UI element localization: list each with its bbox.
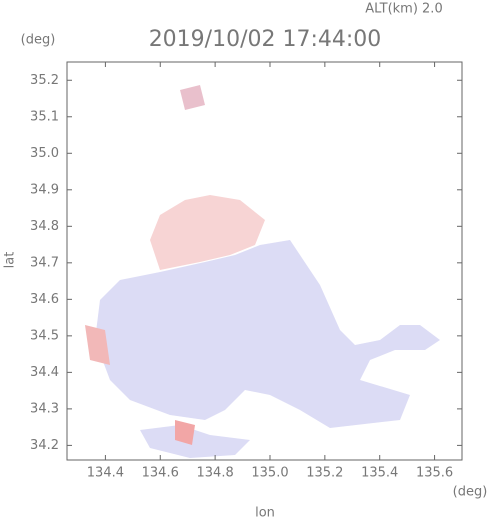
y-tick-label: 34.7 [30, 255, 59, 270]
y-tick-label: 35.0 [30, 146, 59, 161]
y-tick-label: 34.3 [30, 401, 59, 416]
x-tick-label: 134.6 [142, 466, 179, 481]
y-tick-label: 35.2 [30, 73, 59, 88]
altitude-label: ALT(km) 2.0 [365, 2, 442, 17]
negative-region [140, 425, 250, 458]
x-tick-label: 135.2 [306, 466, 343, 481]
positive-region [150, 195, 265, 270]
y-axis-label: lat [3, 252, 18, 269]
y-tick-label: 34.4 [30, 365, 59, 380]
x-axis-label: lon [255, 506, 275, 521]
y-tick-label: 34.2 [30, 438, 59, 453]
velocity-field [85, 85, 440, 458]
y-tick-label: 34.6 [30, 292, 59, 307]
y-unit: (deg) [21, 33, 56, 48]
x-unit: (deg) [453, 485, 488, 500]
negative-region [95, 240, 440, 428]
positive-patch [175, 420, 195, 445]
chart-title: 2019/10/02 17:44:00 [149, 27, 382, 52]
plot-frame [66, 61, 463, 461]
y-tick-label: 35.1 [30, 109, 59, 124]
x-tick-label: 135.4 [361, 466, 398, 481]
patch [180, 85, 205, 110]
x-tick-label: 135.0 [251, 466, 288, 481]
x-tick-label: 135.6 [416, 466, 453, 481]
y-tick-label: 34.8 [30, 219, 59, 234]
x-tick-label: 134.8 [197, 466, 234, 481]
positive-patch [85, 325, 110, 365]
x-tick-label: 134.4 [87, 466, 124, 481]
y-tick-label: 34.9 [30, 182, 59, 197]
y-tick-label: 34.5 [30, 328, 59, 343]
